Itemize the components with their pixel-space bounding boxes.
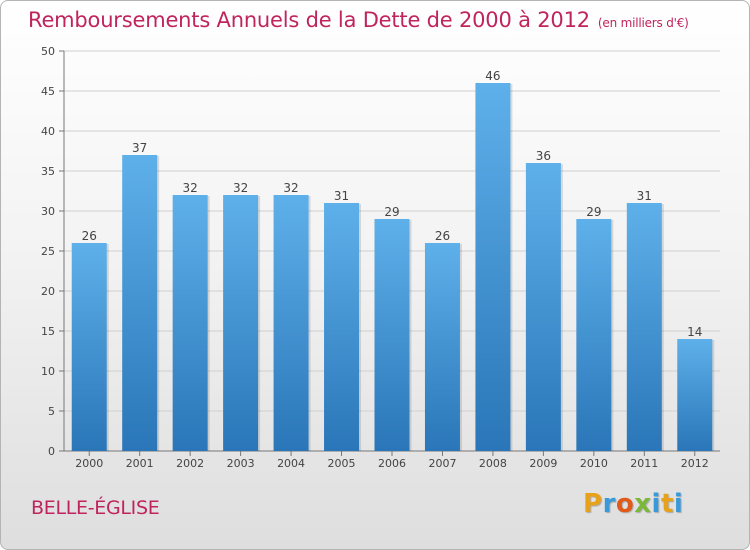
value-label: 31 bbox=[334, 189, 349, 203]
bar-2001 bbox=[122, 155, 158, 451]
x-tick-label: 2012 bbox=[681, 457, 709, 470]
logo-letter: o bbox=[615, 489, 635, 519]
value-label: 32 bbox=[283, 181, 298, 195]
y-tick-label: 20 bbox=[41, 285, 55, 298]
x-tick-label: 2006 bbox=[378, 457, 406, 470]
labels: 2000 26 2001 37 2002 32 2003 32 2004 32 2005 31 2006… bbox=[75, 69, 709, 470]
logo-letter: i bbox=[673, 489, 684, 519]
value-label: 37 bbox=[132, 141, 147, 155]
bar-2003 bbox=[223, 195, 259, 451]
x-tick-label: 2000 bbox=[75, 457, 103, 470]
bar-2008 bbox=[475, 83, 511, 451]
x-tick-label: 2008 bbox=[479, 457, 507, 470]
x-tick-label: 2003 bbox=[227, 457, 255, 470]
value-label: 26 bbox=[435, 229, 450, 243]
value-label: 32 bbox=[183, 181, 198, 195]
y-tick-label: 0 bbox=[48, 445, 55, 458]
value-label: 31 bbox=[637, 189, 652, 203]
x-tick-label: 2004 bbox=[277, 457, 305, 470]
proxiti-logo: Proxiti bbox=[583, 489, 683, 519]
y-tick-label: 40 bbox=[41, 125, 55, 138]
commune-name: BELLE-ÉGLISE bbox=[31, 497, 160, 519]
logo-letter: t bbox=[660, 489, 674, 519]
y-tick-label: 5 bbox=[48, 405, 55, 418]
x-tick-label: 2005 bbox=[328, 457, 356, 470]
bar-2004 bbox=[273, 195, 309, 451]
logo-letter: x bbox=[634, 489, 652, 519]
bar-2005 bbox=[324, 203, 360, 451]
bar-2011 bbox=[626, 203, 662, 451]
chart-title-text: Remboursements Annuels de la Dette de 20… bbox=[28, 8, 590, 32]
y-tick-label: 35 bbox=[41, 165, 55, 178]
y-tick-label: 25 bbox=[41, 245, 55, 258]
chart-subtitle: (en milliers d'€) bbox=[597, 16, 689, 30]
x-tick-label: 2001 bbox=[126, 457, 154, 470]
bar-2010 bbox=[576, 219, 612, 451]
x-tick-label: 2011 bbox=[630, 457, 658, 470]
bar-2007 bbox=[424, 243, 460, 451]
x-tick-label: 2010 bbox=[580, 457, 608, 470]
value-label: 29 bbox=[384, 205, 399, 219]
logo-letter: i bbox=[651, 489, 661, 519]
logo-letter: r bbox=[602, 489, 616, 519]
x-tick-label: 2002 bbox=[176, 457, 204, 470]
bars bbox=[71, 83, 715, 451]
y-tick-label: 15 bbox=[41, 325, 55, 338]
x-tick-label: 2007 bbox=[428, 457, 456, 470]
bar-2009 bbox=[525, 163, 561, 451]
value-label: 32 bbox=[233, 181, 248, 195]
bar-2000 bbox=[71, 243, 107, 451]
bar-2002 bbox=[172, 195, 208, 451]
chart-title: Remboursements Annuels de la Dette de 20… bbox=[28, 8, 689, 32]
value-label: 29 bbox=[586, 205, 601, 219]
bar-2012 bbox=[677, 339, 713, 451]
value-label: 14 bbox=[687, 325, 702, 339]
value-label: 36 bbox=[536, 149, 551, 163]
x-tick-label: 2009 bbox=[529, 457, 557, 470]
bar-2006 bbox=[374, 219, 410, 451]
value-label: 26 bbox=[82, 229, 97, 243]
y-tick-label: 30 bbox=[41, 205, 55, 218]
logo-letter: P bbox=[583, 489, 603, 519]
y-tick-label: 45 bbox=[41, 85, 55, 98]
y-tick-label: 10 bbox=[41, 365, 55, 378]
value-label: 46 bbox=[485, 69, 500, 83]
y-tick-label: 50 bbox=[41, 45, 55, 58]
